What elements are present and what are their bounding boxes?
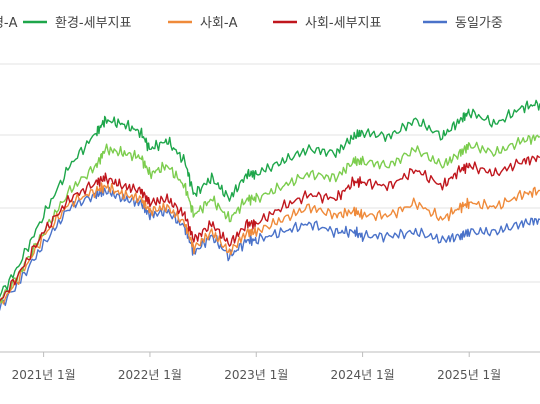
series-line <box>0 99 540 298</box>
x-axis-ticks: 2021년 1월 2022년 1월 2023년 1월 2024년 1월 2025년 1월 <box>12 352 501 382</box>
legend-label: 사회-세부지표 <box>305 16 381 31</box>
series-lines <box>0 99 540 311</box>
legend-label: 환경-A <box>0 16 18 31</box>
legend-label: 사회-A <box>200 16 238 31</box>
gridlines <box>0 63 540 283</box>
series-line <box>0 182 540 305</box>
x-tick-label: 2023년 1월 <box>224 368 288 382</box>
legend: 환경-A 환경-세부지표 사회-A 사회-세부지표 동일가중 <box>0 16 503 31</box>
legend-label: 동일가중 <box>455 16 503 31</box>
x-tick-label: 2025년 1월 <box>437 368 501 382</box>
legend-label: 환경-세부지표 <box>55 16 131 31</box>
series-line <box>0 155 540 302</box>
x-tick-label: 2024년 1월 <box>331 368 395 382</box>
x-tick-label: 2021년 1월 <box>12 368 76 382</box>
series-line <box>0 134 540 304</box>
x-tick-label: 2022년 1월 <box>118 368 182 382</box>
